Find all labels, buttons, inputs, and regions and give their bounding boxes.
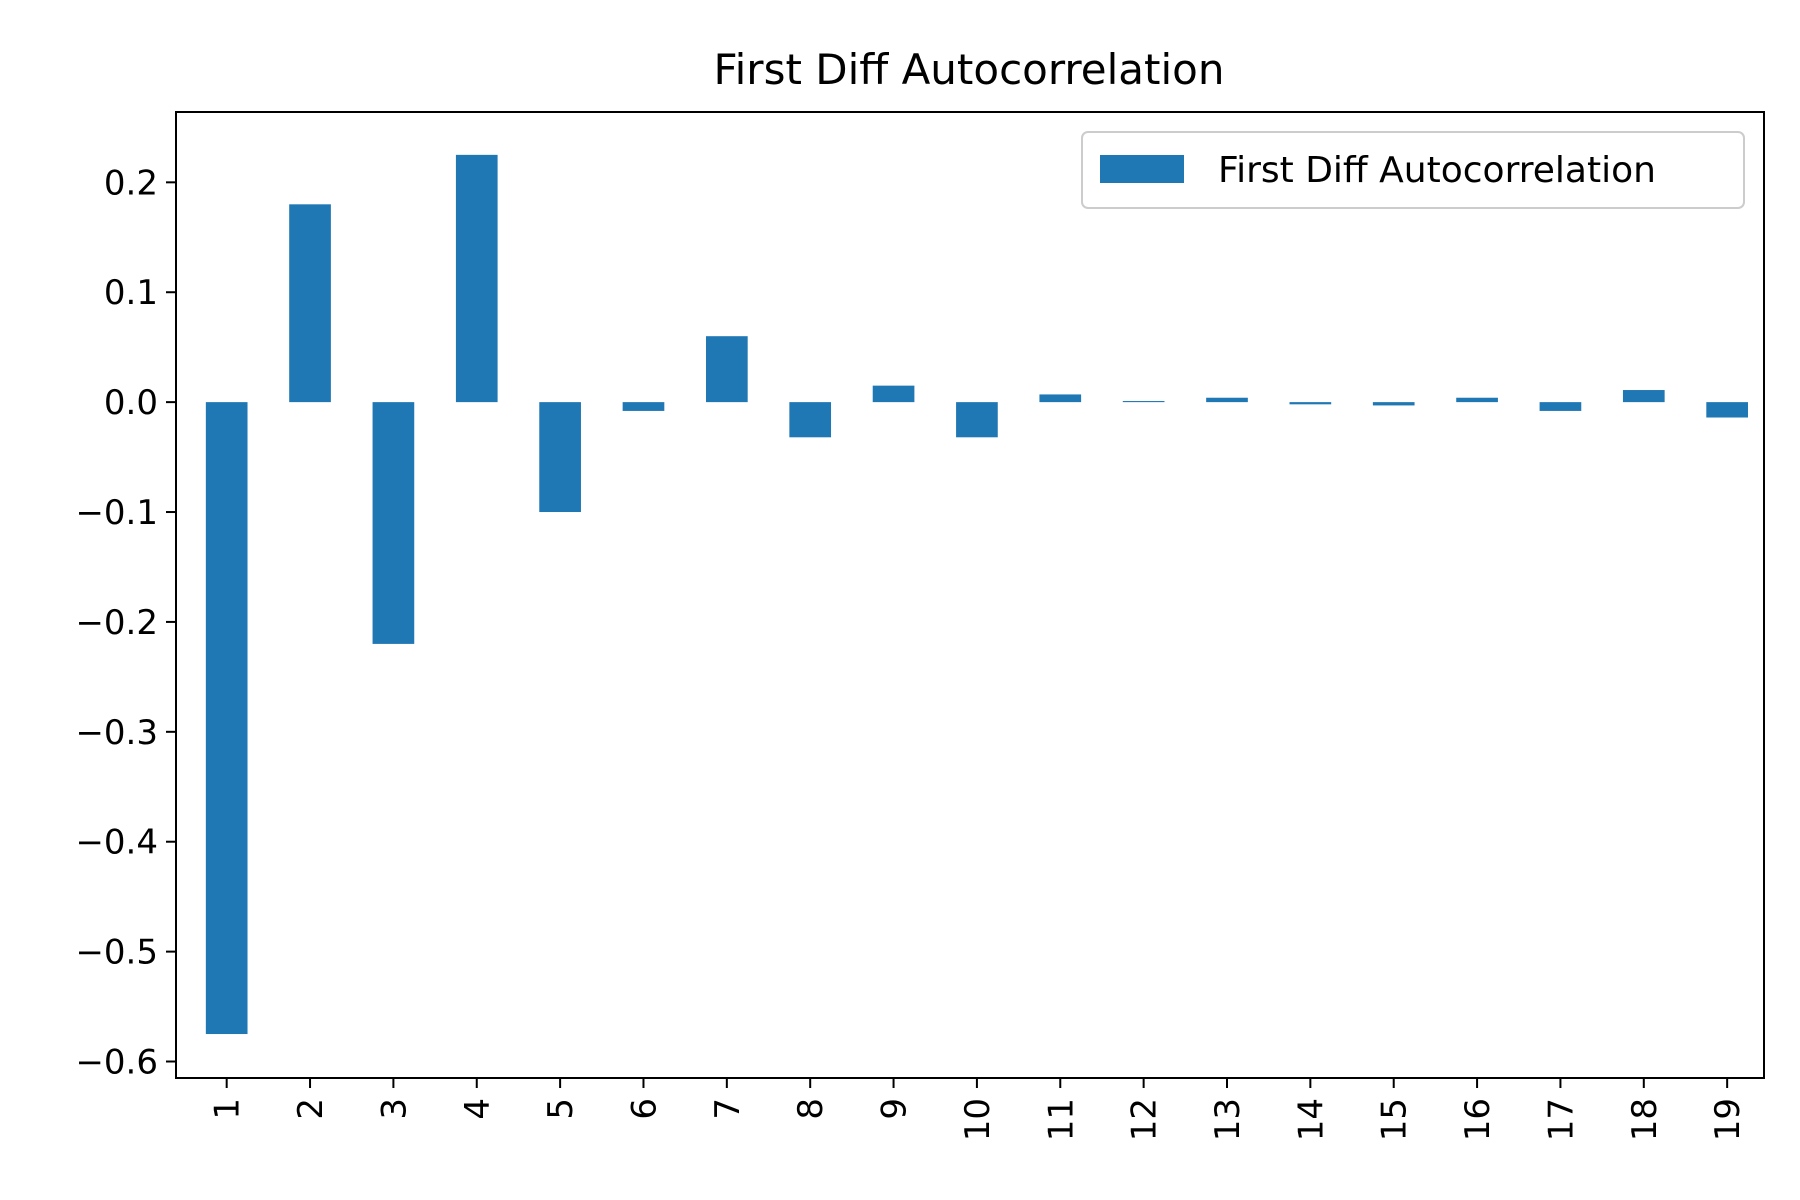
x-axis: 1 2 3 4 5 6 7 8 9 10 11 12 13 14 15 16 17 18 19 <box>208 1078 1748 1141</box>
bar-17 <box>1539 402 1582 411</box>
y-tick-label: 0.0 <box>104 383 158 423</box>
bar-15 <box>1372 402 1415 406</box>
x-tick-label: 15 <box>1375 1098 1415 1141</box>
bar-5 <box>539 402 581 513</box>
y-tick-label: −0.6 <box>75 1043 158 1083</box>
x-tick-label: 18 <box>1625 1098 1665 1141</box>
legend: First Diff Autocorrelation <box>1081 131 1745 209</box>
x-tick-label: 12 <box>1125 1098 1165 1141</box>
y-tick-label: 0.1 <box>104 273 158 313</box>
x-tick-label: 5 <box>541 1098 581 1120</box>
legend-swatch <box>1100 155 1184 183</box>
x-tick-label: 9 <box>875 1098 915 1120</box>
bar-2 <box>289 204 331 403</box>
x-tick-label: 11 <box>1041 1098 1081 1141</box>
x-tick-label: 1 <box>208 1098 248 1120</box>
y-tick-label: −0.3 <box>75 713 158 753</box>
y-tick-label: −0.2 <box>75 603 158 643</box>
x-tick-label: 4 <box>458 1098 498 1120</box>
x-tick-label: 14 <box>1291 1098 1331 1141</box>
x-tick-label: 16 <box>1458 1098 1498 1141</box>
legend-box <box>1081 131 1745 209</box>
bar-19 <box>1706 402 1748 418</box>
y-tick-label: −0.1 <box>75 493 158 533</box>
bar-8 <box>789 402 832 438</box>
bars-group <box>205 154 1748 1035</box>
bar-18 <box>1622 390 1665 403</box>
bar-14 <box>1289 402 1332 405</box>
x-tick-label: 2 <box>291 1098 331 1120</box>
bar-16 <box>1456 397 1498 403</box>
x-tick-label: 7 <box>708 1098 748 1120</box>
bar-13 <box>1206 397 1248 403</box>
legend-label: First Diff Autocorrelation <box>1218 150 1656 191</box>
chart-title: First Diff Autocorrelation <box>714 45 1225 94</box>
x-tick-label: 8 <box>791 1098 831 1120</box>
bar-4 <box>455 154 498 403</box>
bar-11 <box>1039 394 1082 403</box>
bar-1 <box>205 402 248 1035</box>
x-tick-label: 13 <box>1208 1098 1248 1141</box>
bar-3 <box>372 402 415 644</box>
y-tick-label: −0.4 <box>75 823 158 863</box>
x-tick-label: 19 <box>1708 1098 1748 1141</box>
bar-6 <box>622 402 665 411</box>
y-tick-label: 0.2 <box>104 163 158 203</box>
bar-12 <box>1122 401 1165 403</box>
x-tick-label: 3 <box>374 1098 414 1120</box>
x-tick-label: 10 <box>958 1098 998 1141</box>
x-tick-label: 17 <box>1541 1098 1581 1141</box>
x-tick-label: 6 <box>624 1098 664 1120</box>
plot-frame <box>175 111 1765 1079</box>
y-tick-label: −0.5 <box>75 933 158 973</box>
bar-10 <box>956 402 998 438</box>
bar-9 <box>872 385 915 403</box>
bar-7 <box>705 336 748 403</box>
y-axis: −0.6 −0.5 −0.4 −0.3 −0.2 −0.1 0.0 0.1 0.2 <box>75 163 176 1083</box>
